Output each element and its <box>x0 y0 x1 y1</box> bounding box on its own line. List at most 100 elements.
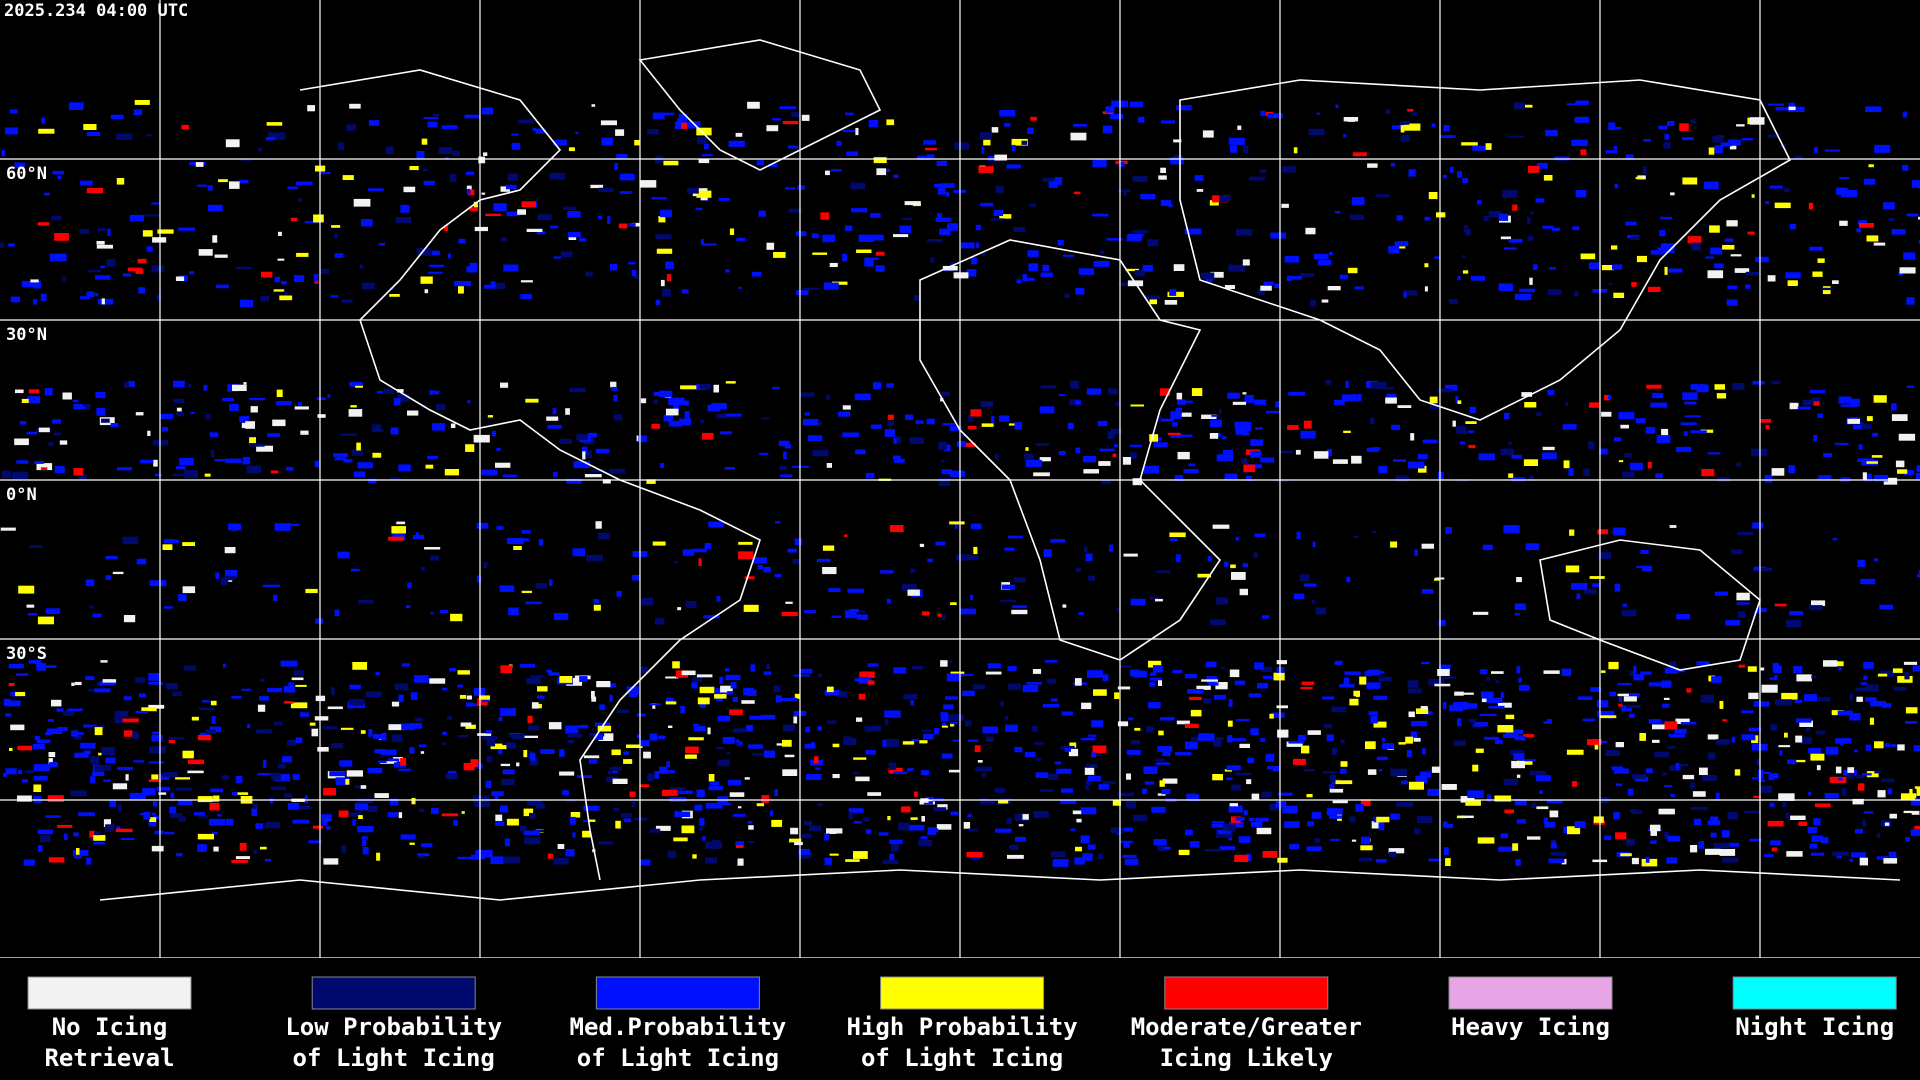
icing-pixel <box>535 128 545 134</box>
icing-pixel <box>481 469 498 476</box>
icing-pixel <box>390 427 399 435</box>
icing-pixel <box>482 698 490 702</box>
icing-pixel <box>1042 704 1060 708</box>
icing-pixel <box>1184 674 1197 679</box>
icing-pixel <box>1722 719 1728 722</box>
icing-pixel <box>1899 267 1916 274</box>
icing-pixel <box>1157 793 1166 796</box>
icing-pixel <box>1167 432 1181 435</box>
icing-pixel <box>1224 473 1238 481</box>
icing-pixel <box>351 568 360 572</box>
icing-pixel <box>1265 410 1280 414</box>
icing-pixel <box>738 741 743 745</box>
icing-pixel <box>169 806 177 815</box>
icing-pixel <box>1317 260 1332 266</box>
icing-pixel <box>985 671 1002 675</box>
icing-pixel <box>1117 792 1135 797</box>
icing-pixel <box>1468 444 1476 449</box>
icing-pixel <box>1873 242 1886 246</box>
icing-pixel <box>1360 845 1373 851</box>
icing-pixel <box>1656 435 1671 444</box>
icing-pixel <box>262 584 280 588</box>
icing-pixel <box>694 804 703 811</box>
icing-pixel <box>283 701 294 704</box>
icing-pixel <box>1612 264 1623 270</box>
icing-pixel <box>217 814 222 817</box>
legend-swatch <box>595 976 760 1010</box>
icing-pixel <box>291 677 304 681</box>
icing-pixel <box>1708 752 1716 760</box>
icing-pixel <box>815 767 821 770</box>
icing-pixel <box>794 693 800 699</box>
icing-pixel <box>1048 181 1058 189</box>
icing-pixel <box>190 411 195 414</box>
icing-pixel <box>1120 840 1133 843</box>
icing-pixel <box>999 214 1012 219</box>
icing-pixel <box>1303 420 1312 429</box>
icing-pixel <box>1897 469 1908 474</box>
icing-pixel <box>1603 395 1610 401</box>
icing-pixel <box>116 467 133 471</box>
icing-pixel <box>692 854 697 859</box>
icing-pixel <box>1076 818 1082 823</box>
icing-pixel <box>1512 204 1518 211</box>
icing-pixel <box>1091 720 1104 728</box>
icing-pixel <box>73 735 82 740</box>
icing-pixel <box>1078 612 1084 615</box>
icing-pixel <box>223 575 236 581</box>
icing-pixel <box>1092 159 1107 168</box>
icing-pixel <box>1102 674 1109 681</box>
icing-pixel <box>1284 821 1300 828</box>
icing-pixel <box>1614 183 1619 189</box>
icing-pixel <box>1511 477 1526 482</box>
icing-pixel <box>1050 539 1066 543</box>
icing-pixel <box>83 724 97 728</box>
icing-pixel <box>1629 462 1643 471</box>
icing-pixel <box>1817 413 1824 418</box>
icing-pixel <box>936 160 947 166</box>
icing-pixel <box>991 416 995 423</box>
icing-pixel <box>569 816 576 825</box>
icing-pixel <box>1459 441 1466 445</box>
icing-pixel <box>570 812 581 818</box>
icing-pixel <box>1881 778 1895 783</box>
icing-pixel <box>1235 536 1240 541</box>
icing-pixel <box>732 696 738 702</box>
icing-pixel <box>1183 469 1199 474</box>
icing-pixel <box>1445 824 1453 829</box>
icing-pixel <box>1748 727 1762 732</box>
icing-pixel <box>1771 847 1778 852</box>
icing-pixel <box>1683 431 1688 437</box>
icing-pixel <box>663 414 672 422</box>
icing-pixel <box>213 846 219 852</box>
icing-pixel <box>1372 530 1377 534</box>
icing-pixel <box>1284 256 1299 263</box>
icing-pixel <box>1012 605 1027 609</box>
icing-pixel <box>1004 716 1009 721</box>
icing-pixel <box>1664 831 1670 840</box>
icing-pixel <box>1477 200 1482 205</box>
icing-pixel <box>1770 840 1781 846</box>
icing-pixel <box>1771 468 1785 476</box>
icing-pixel <box>1400 125 1405 133</box>
icing-pixel <box>444 225 449 231</box>
icing-pixel <box>1231 572 1246 580</box>
icing-pixel <box>0 242 4 248</box>
icing-pixel <box>557 844 565 849</box>
icing-pixel <box>1576 593 1581 600</box>
icing-pixel <box>1726 220 1738 227</box>
icing-pixel <box>313 274 319 282</box>
icing-pixel <box>1618 703 1623 707</box>
icing-pixel <box>660 463 665 468</box>
icing-pixel <box>114 710 129 717</box>
icing-pixel <box>145 134 153 137</box>
icing-pixel <box>1304 583 1317 587</box>
icing-pixel <box>1408 169 1416 177</box>
icing-pixel <box>560 251 573 257</box>
icing-pixel <box>1157 746 1173 752</box>
icing-pixel <box>1593 816 1604 823</box>
icing-pixel <box>1535 198 1545 203</box>
icing-pixel <box>1084 546 1088 553</box>
icing-pixel <box>257 704 266 712</box>
icing-pixel <box>607 216 611 224</box>
